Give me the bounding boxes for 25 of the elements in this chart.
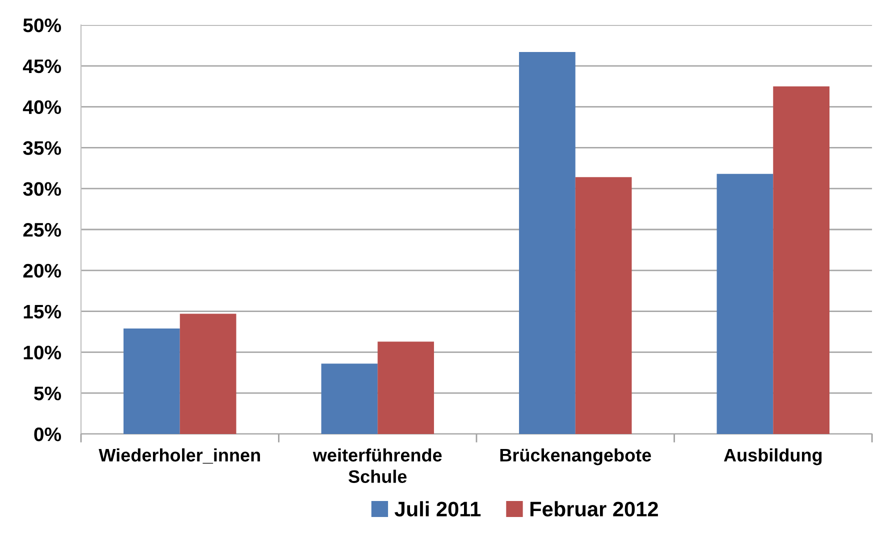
bar [519,52,576,434]
y-tick-label: 0% [34,427,62,442]
y-tick-label: 5% [34,386,62,400]
x-tick-label: Wiederholer_innen [98,448,260,464]
legend-label: Februar 2012 [530,501,658,516]
bar [124,328,180,434]
y-tick-label: 25% [23,222,62,237]
bar [321,364,378,434]
y-tick-label: 10% [24,346,62,360]
y-tick-label: 35% [23,141,62,155]
y-tick-label: 20% [23,264,62,278]
y-tick-label: 40% [22,100,62,114]
x-tick-label: Ausbildung [724,448,822,466]
y-tick-label: 15% [24,304,62,319]
bar [378,342,434,434]
bar [773,86,830,434]
bar [575,177,632,434]
x-tick-label: Brückenangebote [500,448,652,466]
bar [180,314,236,434]
x-tick-label: weiterführende Schule [312,448,442,483]
y-tick-label: 45% [22,59,62,74]
y-tick-label: 30% [23,182,62,196]
y-tick-label: 50% [23,18,62,32]
legend-label: Juli 2011 [394,501,481,516]
bar [716,174,774,434]
